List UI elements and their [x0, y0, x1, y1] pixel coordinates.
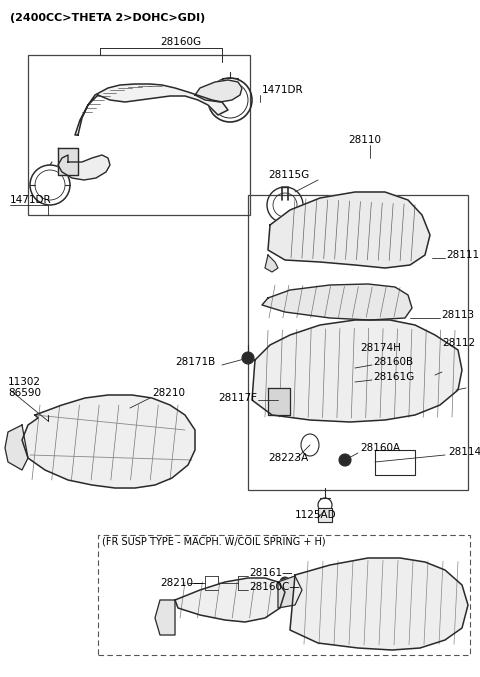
Text: 28110: 28110: [348, 135, 381, 145]
Text: 28113: 28113: [441, 310, 474, 320]
Text: 28114C: 28114C: [448, 447, 480, 457]
Text: (FR SUSP TYPE - MACPH. W/COIL SPRING + H): (FR SUSP TYPE - MACPH. W/COIL SPRING + H…: [102, 537, 325, 547]
Text: 28160B: 28160B: [373, 357, 413, 367]
Polygon shape: [262, 284, 412, 320]
Text: 28160G: 28160G: [160, 37, 201, 47]
Polygon shape: [265, 255, 278, 272]
Polygon shape: [268, 192, 430, 268]
Text: 28111: 28111: [446, 250, 479, 260]
Circle shape: [41, 421, 55, 435]
Circle shape: [346, 362, 358, 374]
Polygon shape: [318, 508, 332, 522]
Polygon shape: [175, 578, 285, 622]
Polygon shape: [278, 576, 302, 608]
Text: 86590: 86590: [8, 388, 41, 398]
Text: 28161G: 28161G: [373, 372, 414, 382]
Polygon shape: [5, 425, 28, 470]
Polygon shape: [290, 558, 468, 650]
Text: 28160C—: 28160C—: [249, 582, 300, 592]
Text: 28210: 28210: [152, 388, 185, 398]
Bar: [28, 55, 250, 215]
Text: 1471DR: 1471DR: [10, 195, 52, 205]
Bar: [248, 195, 468, 490]
Text: 1471DR: 1471DR: [262, 85, 304, 95]
Circle shape: [242, 352, 254, 364]
Polygon shape: [58, 148, 78, 175]
Polygon shape: [195, 80, 242, 102]
Polygon shape: [75, 84, 228, 135]
Text: 11302: 11302: [8, 377, 41, 387]
Text: (2400CC>THETA 2>DOHC>GDI): (2400CC>THETA 2>DOHC>GDI): [10, 13, 205, 23]
Text: 28160A: 28160A: [360, 443, 400, 453]
Text: 1125AD: 1125AD: [295, 510, 336, 520]
Polygon shape: [58, 155, 110, 180]
Text: 28161—: 28161—: [249, 568, 292, 578]
Text: 28223A: 28223A: [268, 453, 308, 463]
Polygon shape: [155, 600, 175, 635]
Polygon shape: [252, 320, 462, 422]
Text: 28112: 28112: [442, 338, 475, 348]
Circle shape: [280, 577, 290, 587]
Bar: [98, 535, 470, 655]
Text: 28171B: 28171B: [175, 357, 215, 367]
Text: 28117F: 28117F: [218, 393, 257, 403]
Text: 28115G: 28115G: [268, 170, 309, 180]
Circle shape: [339, 454, 351, 466]
Polygon shape: [22, 395, 195, 488]
Text: 28174H: 28174H: [360, 343, 401, 353]
Circle shape: [431, 368, 439, 376]
Polygon shape: [268, 388, 290, 415]
Text: 28210—: 28210—: [160, 578, 204, 588]
